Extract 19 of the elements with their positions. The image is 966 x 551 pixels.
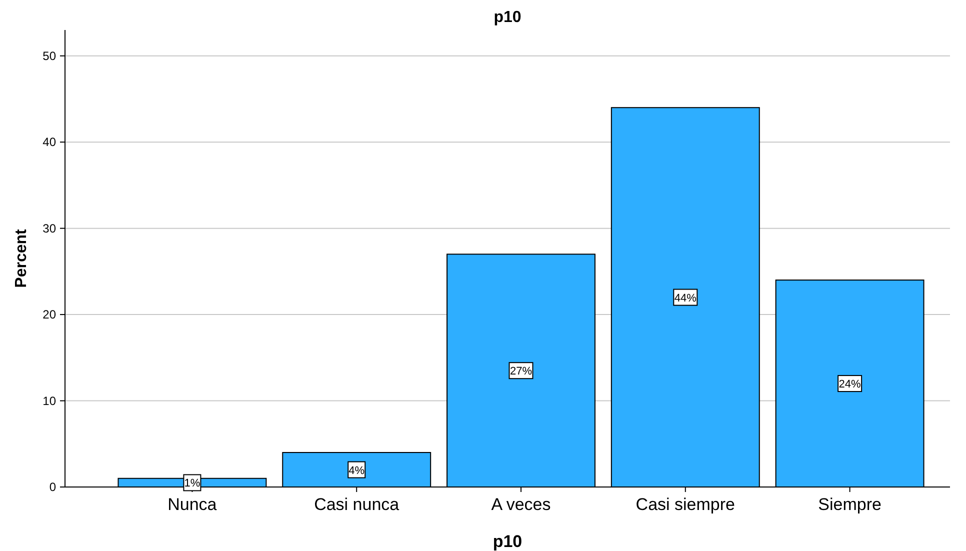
y-tick-label: 50 [42, 48, 56, 63]
x-tick-label: Nunca [168, 495, 218, 514]
data-label: 4% [348, 464, 365, 477]
y-tick-label: 40 [42, 135, 56, 150]
y-tick-label: 10 [42, 394, 56, 408]
data-label: 24% [838, 378, 862, 391]
y-tick-label: 0 [49, 480, 56, 494]
x-tick-label: Casi nunca [314, 495, 400, 514]
x-tick-label: Siempre [818, 495, 882, 514]
y-axis-title: Percent [13, 228, 30, 288]
x-tick-label: A veces [491, 495, 551, 514]
data-label: 1% [184, 478, 200, 490]
x-tick-label: Casi siempre [636, 495, 735, 514]
chart-title: p10 [494, 9, 522, 26]
data-label: 44% [674, 292, 697, 304]
x-axis-title: p10 [492, 532, 522, 551]
y-tick-label: 30 [42, 221, 56, 236]
data-label: 27% [510, 366, 532, 378]
y-tick-label: 20 [42, 308, 56, 322]
